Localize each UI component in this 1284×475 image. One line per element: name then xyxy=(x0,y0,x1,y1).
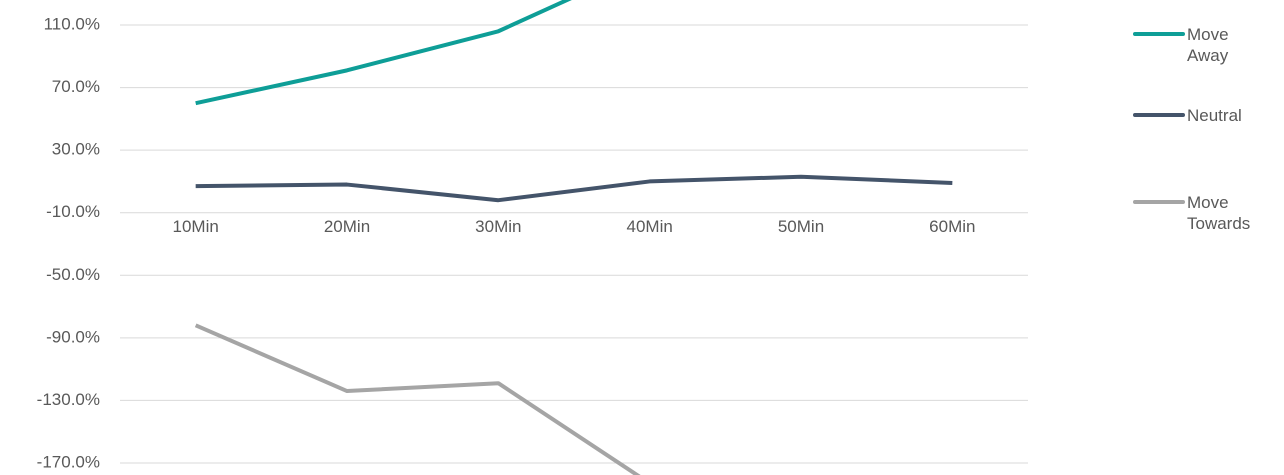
legend-label: Move Towards xyxy=(1187,193,1251,233)
x-tick-label: 40Min xyxy=(627,217,673,236)
series-line xyxy=(195,0,572,106)
legend-item: Move Towards xyxy=(1133,192,1259,234)
legend-label: Neutral xyxy=(1187,106,1242,125)
y-tick-label: -90.0% xyxy=(46,327,100,346)
x-tick-label: 10Min xyxy=(173,217,219,236)
legend-item: Neutral xyxy=(1133,105,1259,126)
y-tick-label: 110.0% xyxy=(44,14,100,33)
y-tick-label: -10.0% xyxy=(46,202,100,221)
series-line xyxy=(194,323,641,475)
x-tick-label: 50Min xyxy=(778,217,824,236)
plot-area: 110.0% 70.0% 30.0% -10.0% -50.0% -90.0% -130.0… xyxy=(37,0,1028,475)
x-tick-label: 60Min xyxy=(929,217,975,236)
legend-swatch xyxy=(1133,32,1185,36)
legend-item: Move Away xyxy=(1133,24,1259,66)
legend-swatch xyxy=(1133,113,1185,117)
x-tick-label: 30Min xyxy=(475,217,521,236)
y-tick-label: -130.0% xyxy=(37,390,100,409)
series-line xyxy=(195,174,953,203)
y-tick-label: 30.0% xyxy=(52,140,100,159)
x-tick-label: 20Min xyxy=(324,217,370,236)
legend-label: Move Away xyxy=(1187,25,1229,65)
y-tick-label: -50.0% xyxy=(46,265,100,284)
y-tick-label: 70.0% xyxy=(52,77,100,96)
legend-swatch xyxy=(1133,200,1185,204)
y-tick-label: -170.0% xyxy=(37,452,100,471)
